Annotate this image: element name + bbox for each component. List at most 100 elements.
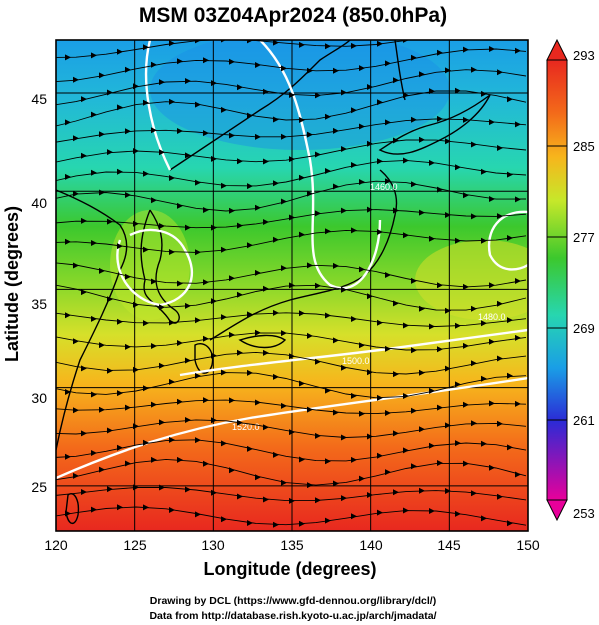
- wind-arrow: [273, 236, 279, 243]
- wind-arrow: [333, 183, 339, 190]
- wind-arrow: [195, 372, 201, 379]
- wind-arrow: [81, 96, 87, 103]
- wind-arrow: [73, 135, 79, 142]
- wind-arrow: [273, 40, 279, 46]
- y-tick-label-35: 35: [31, 296, 47, 312]
- wind-arrow: [455, 164, 461, 171]
- streamline: [56, 69, 527, 106]
- wind-arrow: [515, 471, 521, 478]
- wind-arrow: [455, 510, 461, 517]
- wind-arrow: [315, 432, 321, 439]
- wind-arrow: [351, 316, 357, 322]
- wind-arrow: [507, 25, 513, 31]
- wind-arrow: [367, 433, 373, 440]
- wind-arrow: [229, 331, 235, 338]
- wind-arrow: [185, 302, 191, 309]
- streamline: [56, 90, 527, 127]
- wind-arrow: [377, 394, 383, 401]
- wind-arrow: [255, 204, 261, 211]
- wind-arrow: [507, 317, 513, 324]
- wind-arrow: [273, 309, 279, 316]
- wind-arrow: [429, 159, 435, 166]
- wind-arrow: [185, 152, 191, 159]
- wind-arrow: [107, 89, 113, 96]
- streamline: [56, 312, 527, 327]
- wind-arrow: [333, 480, 339, 487]
- wind-arrow: [211, 489, 217, 496]
- wind-arrow: [281, 265, 287, 272]
- wind-arrow: [489, 338, 495, 345]
- wind-arrow: [273, 451, 279, 458]
- wind-arrow: [463, 342, 469, 349]
- wind-arrow: [489, 464, 495, 471]
- wind-arrow: [117, 390, 123, 397]
- wind-arrow: [445, 212, 451, 218]
- wind-arrow: [471, 420, 477, 427]
- wind-arrow: [497, 213, 503, 220]
- wind-arrow: [159, 223, 165, 229]
- wind-arrow: [489, 400, 495, 407]
- wind-arrow: [263, 349, 269, 356]
- wind-arrow: [325, 43, 331, 50]
- wind-arrow: [195, 249, 201, 256]
- wind-arrow: [151, 456, 157, 463]
- wind-arrow: [237, 222, 243, 229]
- wind-arrow: [255, 133, 261, 140]
- streamline: [56, 159, 527, 187]
- wind-arrow: [255, 329, 261, 336]
- wind-arrow: [481, 168, 487, 175]
- wind-arrow: [359, 65, 365, 72]
- wind-arrow: [325, 113, 331, 120]
- wind-streamlines: [56, 25, 527, 528]
- wind-arrow: [221, 516, 227, 523]
- wind-arrow: [221, 106, 227, 113]
- wind-arrow: [91, 391, 97, 398]
- wind-arrow: [515, 278, 521, 284]
- wind-arrow: [377, 99, 383, 106]
- wind-arrow: [81, 217, 87, 224]
- y-tick-label-45: 45: [31, 91, 47, 107]
- wind-arrow: [203, 207, 209, 213]
- wind-arrow: [419, 136, 425, 143]
- wind-arrow: [237, 291, 243, 298]
- wind-arrow: [489, 196, 495, 202]
- wind-arrow: [237, 158, 243, 165]
- wind-arrow: [455, 322, 461, 329]
- wind-arrow: [185, 417, 191, 423]
- wind-arrow: [455, 381, 461, 388]
- wind-arrow: [169, 40, 175, 47]
- y-tick-label-25: 25: [31, 479, 47, 495]
- wind-arrow: [377, 229, 383, 235]
- contour-label-4: 1460.0: [370, 182, 398, 192]
- y-axis: 25 30 35 40 45 Latitude (degrees): [2, 91, 47, 495]
- wind-arrow: [107, 296, 113, 303]
- contour-line-north: [259, 40, 382, 290]
- wind-arrow: [273, 116, 279, 123]
- wind-arrow: [211, 155, 217, 162]
- wind-arrow: [195, 511, 201, 518]
- wind-arrow: [81, 152, 87, 159]
- wind-arrow: [315, 92, 321, 99]
- wind-arrow: [263, 285, 269, 292]
- wind-arrow: [411, 181, 417, 188]
- streamline: [56, 40, 411, 58]
- warm-anomaly-west: [110, 210, 190, 320]
- wind-arrow: [445, 422, 451, 429]
- wind-arrow: [507, 520, 513, 527]
- contour-label-2: 1500.0: [342, 356, 370, 366]
- wind-arrow: [403, 393, 409, 399]
- wind-arrow: [143, 170, 149, 177]
- wind-arrow: [159, 419, 165, 426]
- wind-arrow: [203, 335, 209, 342]
- wind-arrow: [377, 452, 383, 459]
- wind-arrow: [73, 262, 79, 269]
- streamline: [56, 139, 527, 163]
- wind-arrow: [289, 214, 295, 221]
- contour-label-3: 1480.0: [478, 312, 506, 322]
- wind-arrow: [351, 107, 357, 114]
- wind-arrow: [177, 456, 183, 463]
- wind-arrow: [471, 66, 477, 73]
- wind-arrow: [377, 158, 383, 165]
- wind-arrow: [117, 444, 123, 451]
